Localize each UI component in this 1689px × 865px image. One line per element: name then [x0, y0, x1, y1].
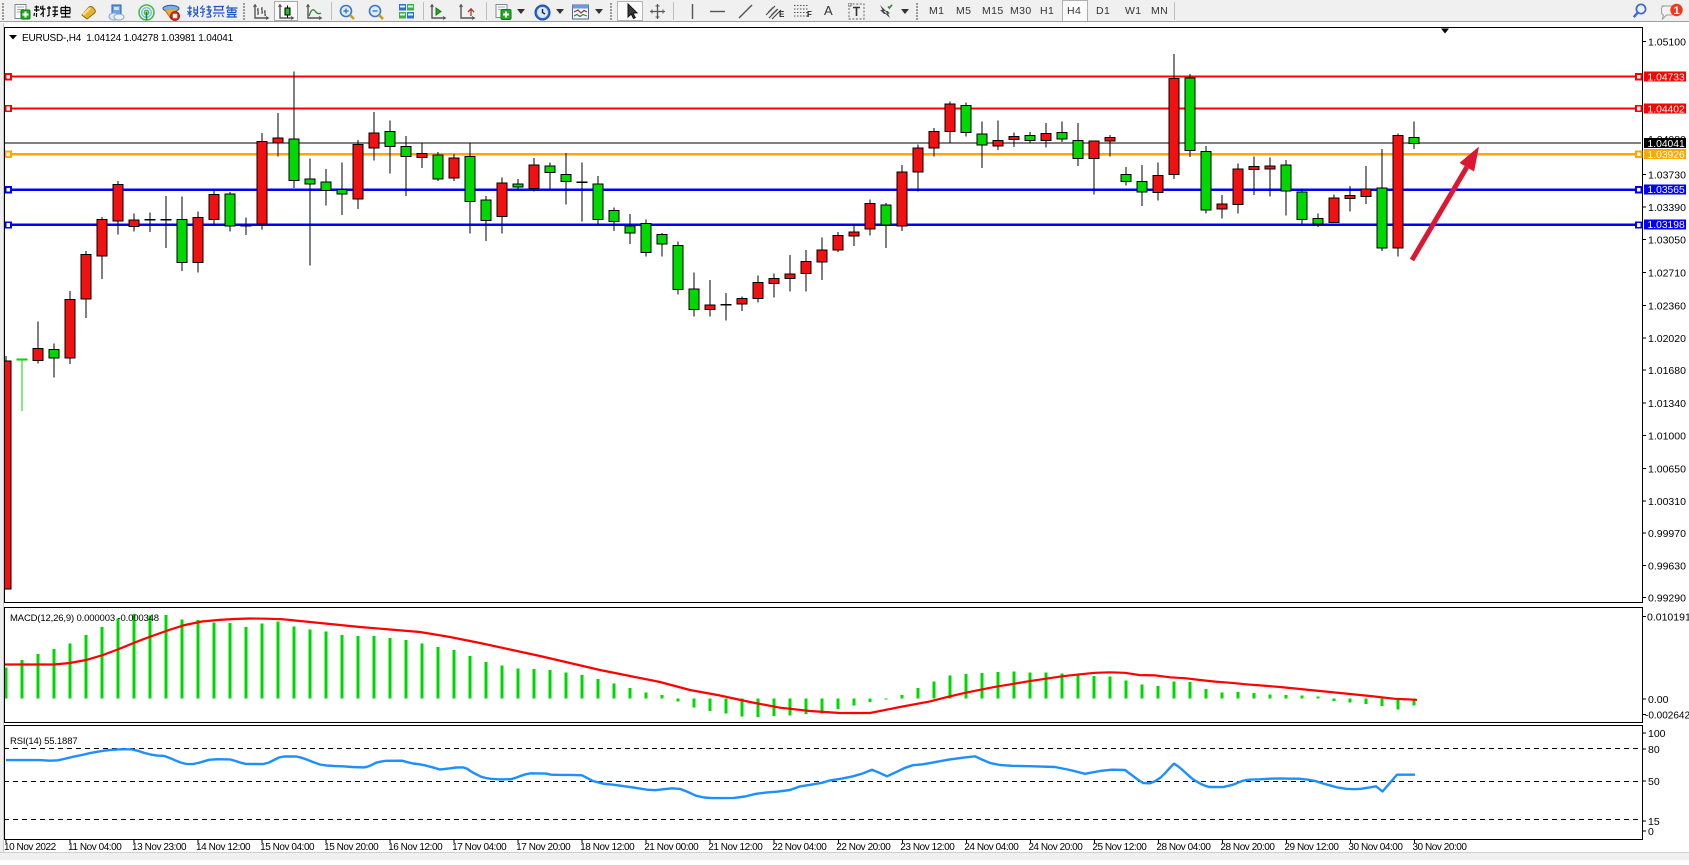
- svg-text:24 Nov 20:00: 24 Nov 20:00: [1028, 842, 1083, 853]
- svg-text:1.03926: 1.03926: [1648, 150, 1685, 161]
- svg-text:1.01680: 1.01680: [1648, 365, 1686, 377]
- svg-text:EURUSD-,H4 1.04124 1.04278 1.: EURUSD-,H4 1.04124 1.04278 1.03981 1.040…: [22, 33, 234, 44]
- svg-text:21 Nov 12:00: 21 Nov 12:00: [708, 842, 763, 853]
- svg-text:17 Nov 20:00: 17 Nov 20:00: [516, 842, 571, 853]
- svg-text:MACD(12,26,9) 0.000003 -0.0003: MACD(12,26,9) 0.000003 -0.000348: [10, 613, 159, 624]
- svg-text:18 Nov 12:00: 18 Nov 12:00: [580, 842, 635, 853]
- svg-text:1.03390: 1.03390: [1648, 202, 1686, 214]
- svg-text:15 Nov 04:00: 15 Nov 04:00: [260, 842, 315, 853]
- svg-text:10 Nov 2022: 10 Nov 2022: [4, 842, 57, 853]
- svg-text:1.03198: 1.03198: [1648, 220, 1685, 231]
- svg-text:1.02360: 1.02360: [1648, 300, 1686, 312]
- svg-text:24 Nov 04:00: 24 Nov 04:00: [964, 842, 1019, 853]
- svg-text:1.03730: 1.03730: [1648, 170, 1686, 182]
- svg-text:13 Nov 23:00: 13 Nov 23:00: [132, 842, 187, 853]
- svg-text:21 Nov 00:00: 21 Nov 00:00: [644, 842, 699, 853]
- svg-text:1.05100: 1.05100: [1648, 37, 1686, 49]
- svg-text:22 Nov 20:00: 22 Nov 20:00: [836, 842, 891, 853]
- svg-text:29 Nov 12:00: 29 Nov 12:00: [1284, 842, 1339, 853]
- svg-text:80: 80: [1648, 744, 1660, 756]
- svg-text:1.02710: 1.02710: [1648, 267, 1686, 279]
- svg-text:28 Nov 04:00: 28 Nov 04:00: [1156, 842, 1211, 853]
- svg-text:22 Nov 04:00: 22 Nov 04:00: [772, 842, 827, 853]
- svg-text:1.04402: 1.04402: [1648, 104, 1685, 115]
- svg-text:0: 0: [1648, 826, 1654, 838]
- svg-text:30 Nov 20:00: 30 Nov 20:00: [1412, 842, 1467, 853]
- svg-text:0.010191: 0.010191: [1647, 612, 1689, 624]
- svg-text:1.04041: 1.04041: [1648, 139, 1685, 150]
- svg-text:RSI(14) 55.1887: RSI(14) 55.1887: [10, 736, 77, 747]
- svg-text:100: 100: [1648, 728, 1666, 740]
- svg-text:28 Nov 20:00: 28 Nov 20:00: [1220, 842, 1275, 853]
- svg-text:1: 1: [1673, 5, 1679, 17]
- svg-text:17 Nov 04:00: 17 Nov 04:00: [452, 842, 507, 853]
- svg-text:0.99970: 0.99970: [1648, 528, 1686, 540]
- svg-text:1.00310: 1.00310: [1648, 496, 1686, 508]
- svg-text:14 Nov 12:00: 14 Nov 12:00: [196, 842, 251, 853]
- svg-text:1.00650: 1.00650: [1648, 464, 1686, 476]
- svg-text:1.01340: 1.01340: [1648, 398, 1686, 410]
- svg-text:-0.002642: -0.002642: [1645, 711, 1689, 722]
- svg-text:0.00: 0.00: [1648, 694, 1669, 706]
- svg-text:16 Nov 12:00: 16 Nov 12:00: [388, 842, 443, 853]
- svg-text:15: 15: [1648, 816, 1660, 828]
- svg-text:25 Nov 12:00: 25 Nov 12:00: [1092, 842, 1147, 853]
- svg-text:30 Nov 04:00: 30 Nov 04:00: [1348, 842, 1403, 853]
- svg-text:1.03565: 1.03565: [1648, 185, 1685, 196]
- svg-text:0.99630: 0.99630: [1648, 561, 1686, 573]
- svg-text:1.01000: 1.01000: [1648, 431, 1686, 443]
- svg-text:1.02020: 1.02020: [1648, 333, 1686, 345]
- svg-text:1.03050: 1.03050: [1648, 235, 1686, 247]
- svg-text:23 Nov 12:00: 23 Nov 12:00: [900, 842, 955, 853]
- svg-text:1.04733: 1.04733: [1648, 73, 1685, 84]
- svg-text:15 Nov 20:00: 15 Nov 20:00: [324, 842, 379, 853]
- svg-text:50: 50: [1648, 776, 1660, 788]
- svg-text:11 Nov 04:00: 11 Nov 04:00: [68, 842, 122, 853]
- svg-text:0.99290: 0.99290: [1648, 592, 1686, 604]
